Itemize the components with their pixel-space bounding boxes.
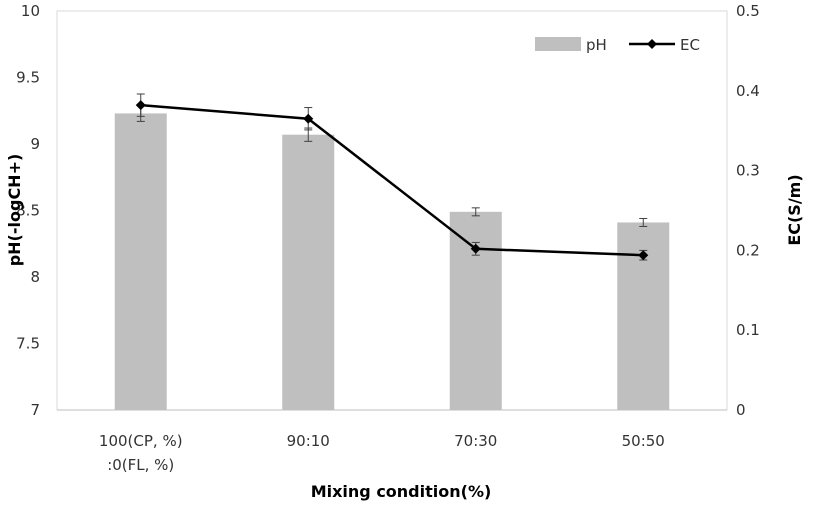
y-tick-left-6: 10 [21, 2, 40, 20]
y-tick-right-4: 0.4 [736, 82, 760, 100]
x-axis-title: Mixing condition(%) [311, 482, 492, 501]
y-tick-right-5: 0.5 [736, 2, 760, 20]
y-tick-left-1: 7.5 [16, 335, 40, 353]
y-axis-title-right: EC(S/m) [785, 174, 804, 245]
legend-label-ph: pH [586, 36, 607, 54]
legend-marker-ec [647, 39, 657, 49]
y-tick-right-0: 0 [736, 401, 746, 419]
x-tick-1: 90:10 [287, 432, 330, 450]
x-tick-1-line-0: 90:10 [287, 432, 330, 450]
y-tick-left-5: 9.5 [16, 69, 40, 87]
bar-ph-1 [282, 134, 335, 410]
point-ec-1 [303, 113, 314, 124]
point-ec-3 [638, 250, 649, 261]
legend-label-ec: EC [680, 36, 700, 54]
y-tick-left-0: 7 [30, 401, 40, 419]
plot-frame [56, 10, 728, 411]
legend-swatch-ph [535, 37, 581, 51]
point-ec-2 [470, 243, 481, 254]
y-tick-left-3: 8.5 [16, 202, 40, 220]
point-ec-0 [135, 100, 146, 111]
x-tick-3: 50:50 [622, 432, 665, 450]
line-ec [140, 103, 644, 257]
x-tick-0-line-1: :0(FL, %) [107, 456, 174, 474]
bar-ph-2 [449, 211, 502, 410]
y-tick-left-2: 8 [30, 268, 40, 286]
y-tick-right-3: 0.3 [736, 162, 760, 180]
y-tick-left-4: 9 [30, 135, 40, 153]
y-tick-right-2: 0.2 [736, 241, 760, 259]
x-tick-3-line-0: 50:50 [622, 432, 665, 450]
y-tick-right-1: 0.1 [736, 321, 760, 339]
y-axis-title-left: pH(-logCH+) [5, 154, 24, 267]
legend: pH EC [535, 36, 700, 54]
bar-ph-0 [114, 113, 167, 410]
x-tick-2-line-0: 70:30 [454, 432, 497, 450]
x-tick-2: 70:30 [454, 432, 497, 450]
x-tick-0: 100(CP, %) :0(FL, %) [99, 432, 183, 474]
x-tick-0-line-0: 100(CP, %) [99, 432, 183, 450]
